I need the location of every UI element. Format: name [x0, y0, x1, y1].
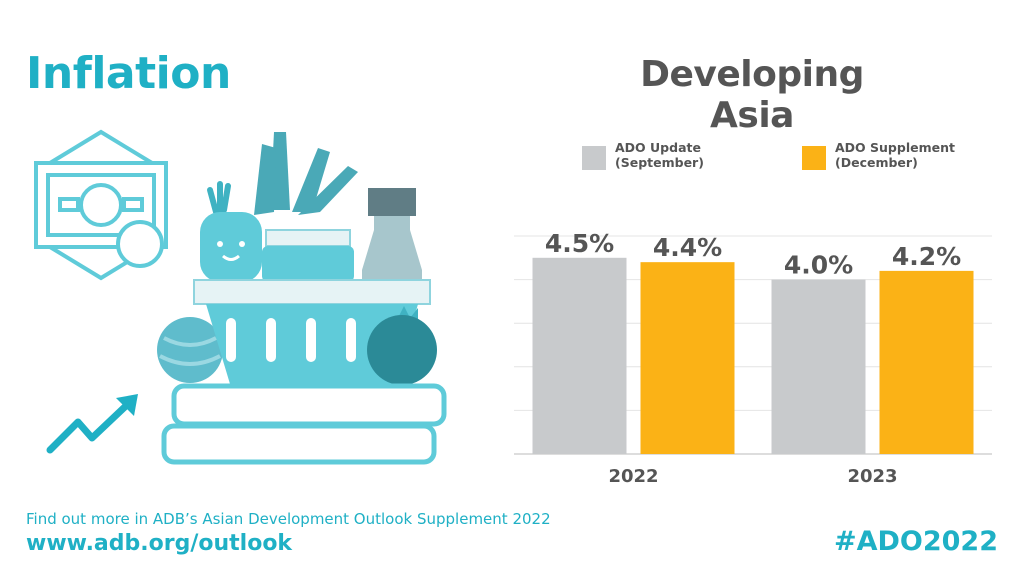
- x-tick-label-2023: 2023: [847, 466, 897, 487]
- coin-icon: [118, 222, 162, 266]
- bottle-icon: [362, 188, 422, 282]
- footer-note: Find out more in ADB’s Asian Development…: [26, 510, 551, 528]
- leek-icon: [254, 132, 358, 215]
- inflation-illustration: [30, 120, 460, 470]
- books-icon: [164, 386, 444, 462]
- jar-icon: [262, 230, 354, 282]
- bar-2022-series-1: [641, 262, 735, 454]
- data-label-2023-series-1: 4.2%: [892, 242, 961, 271]
- data-label-2022-series-0: 4.5%: [545, 229, 614, 258]
- data-label-2022-series-1: 4.4%: [653, 233, 722, 262]
- footer-url-link[interactable]: www.adb.org/outlook: [26, 531, 292, 556]
- bar-2022-series-0: [533, 258, 627, 454]
- bar-2023-series-1: [880, 271, 974, 454]
- bar-2023-series-0: [772, 280, 866, 454]
- hashtag: #ADO2022: [834, 526, 998, 557]
- x-tick-label-2022: 2022: [608, 466, 658, 487]
- data-label-2023-series-0: 4.0%: [784, 251, 853, 280]
- rising-arrow-icon: [50, 394, 138, 450]
- carrot-icon: [200, 184, 262, 282]
